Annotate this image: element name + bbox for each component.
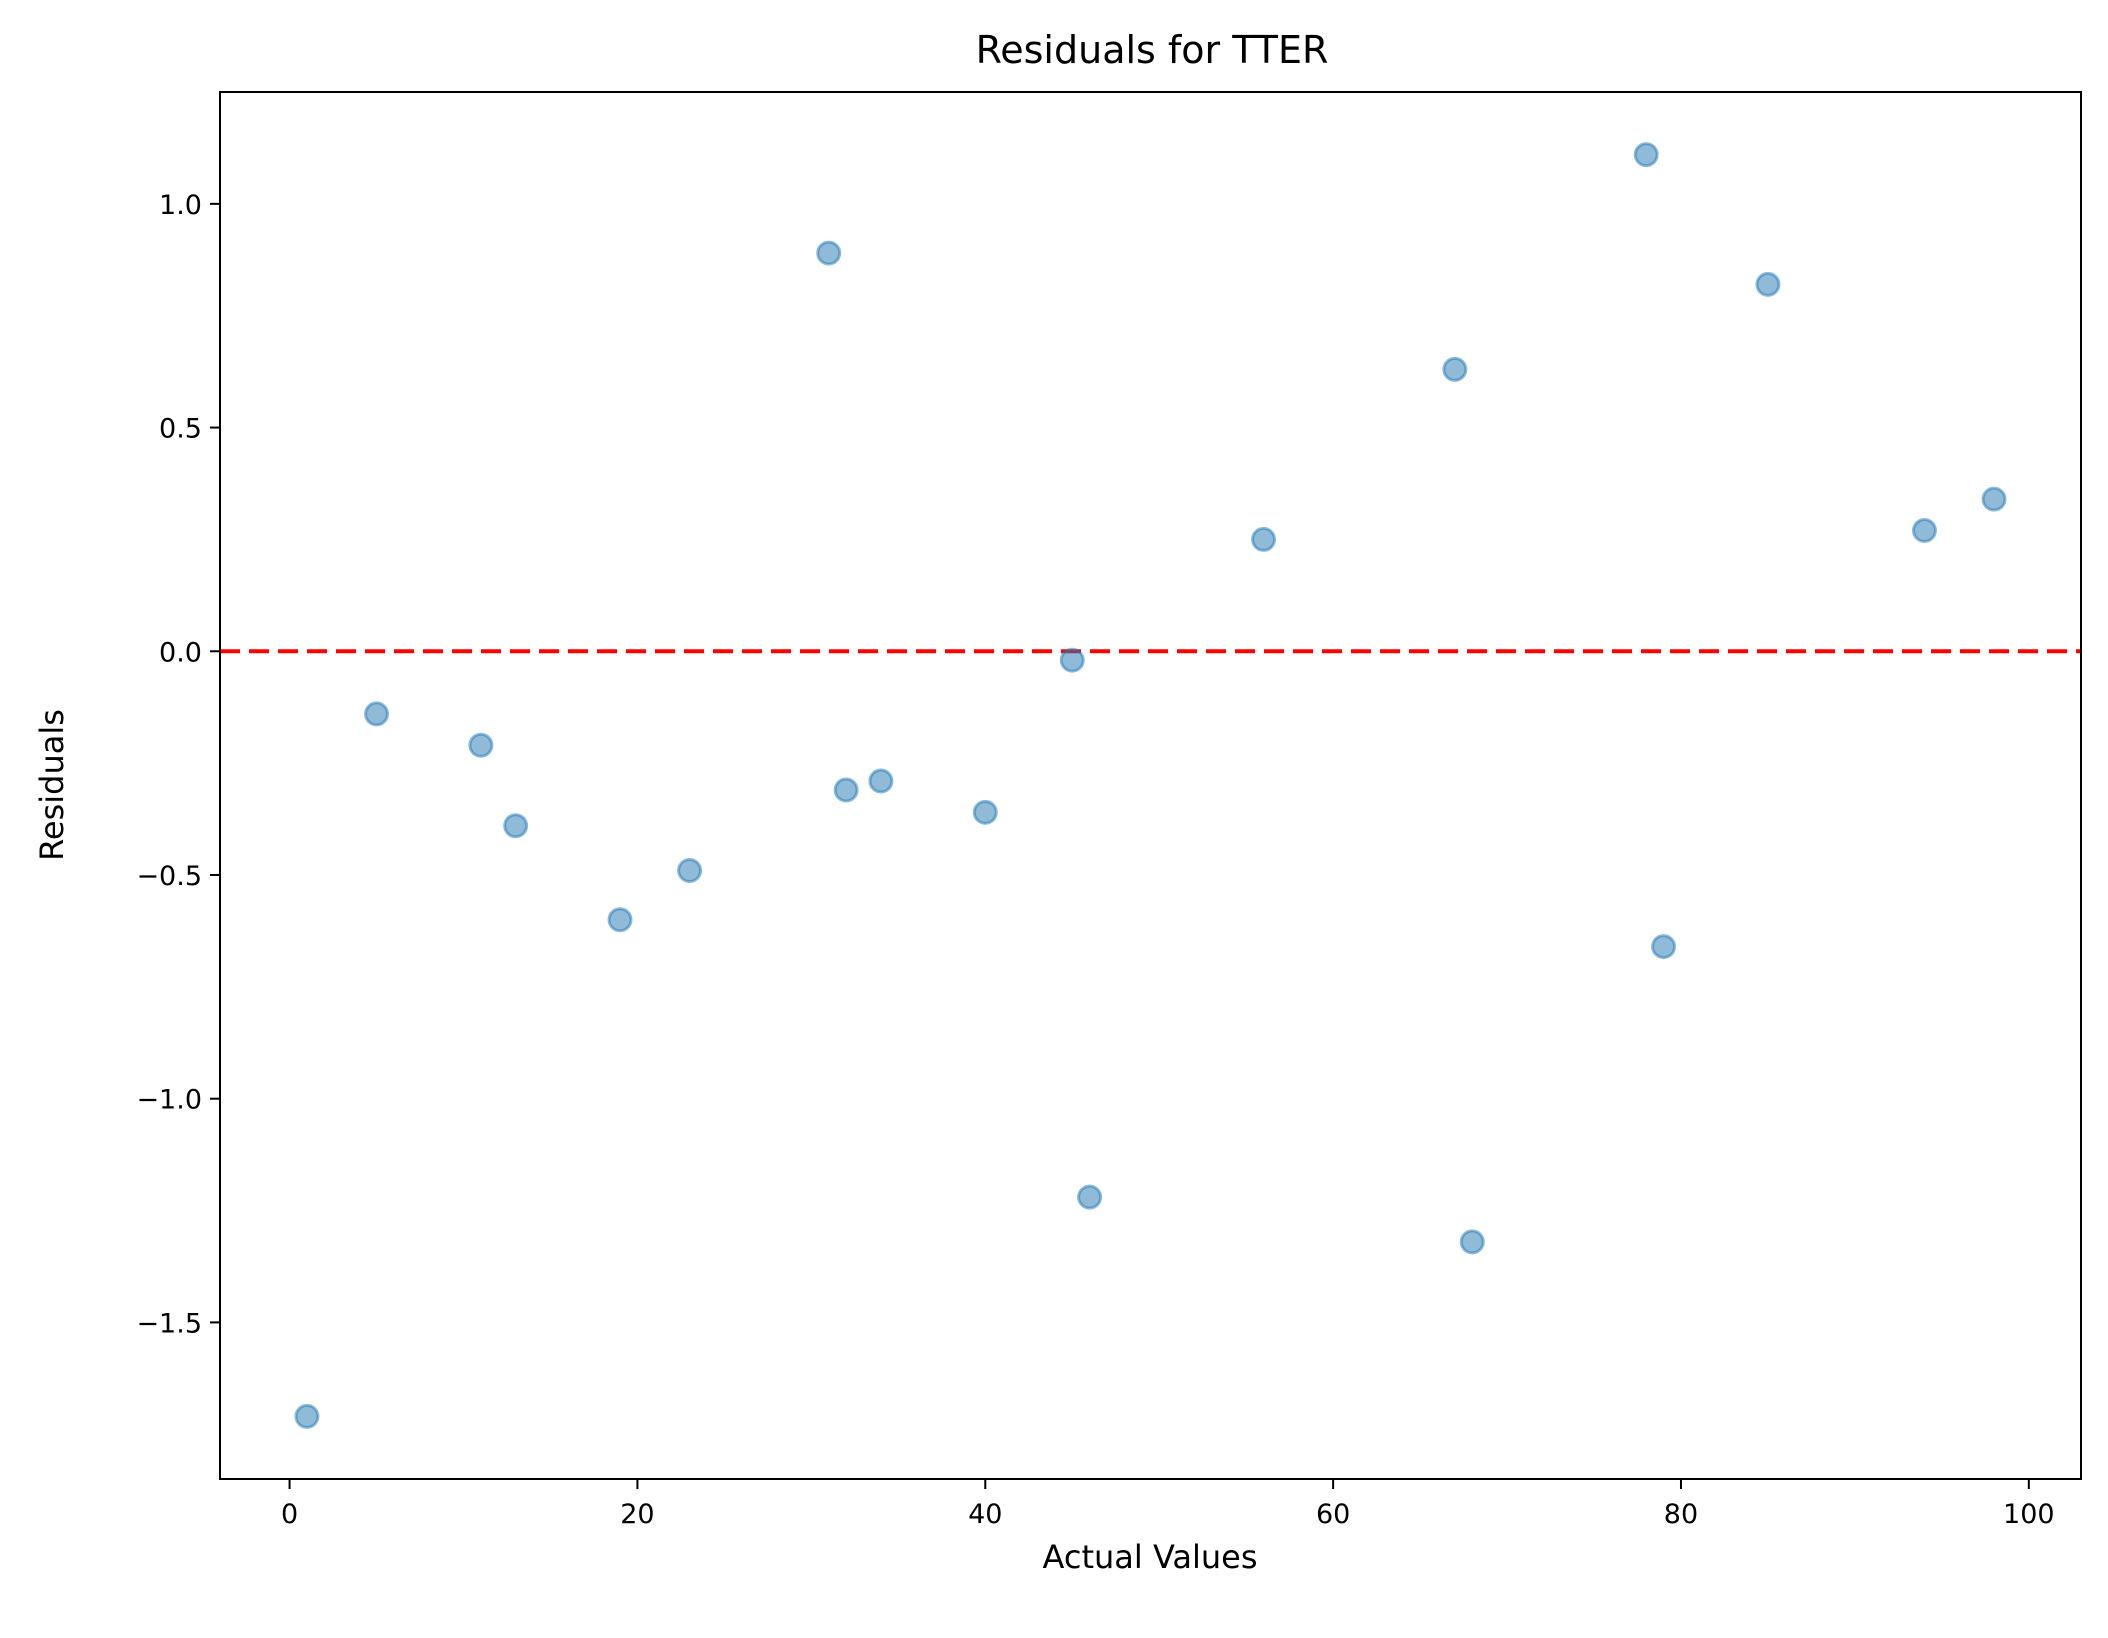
scatter-point [1251, 526, 1277, 552]
plot-frame [219, 91, 2082, 1480]
y-tick-label: −1.0 [136, 1085, 202, 1116]
x-tick-label: 0 [281, 1499, 298, 1530]
scatter-point [677, 858, 703, 884]
x-tick-label: 100 [2003, 1499, 2055, 1530]
scatter-point [607, 907, 633, 933]
scatter-point [1059, 647, 1085, 673]
scatter-point [972, 799, 998, 825]
y-tick-label: −1.5 [136, 1308, 202, 1339]
x-tick-label: 60 [1316, 1499, 1350, 1530]
scatter-point [1911, 517, 1937, 543]
scatter-point [364, 701, 390, 727]
scatter-point [1077, 1184, 1103, 1210]
x-axis-title: Actual Values [1043, 1538, 1258, 1576]
y-tick-label: 0.0 [159, 637, 202, 668]
scatter-point [1442, 356, 1468, 382]
scatter-point [468, 732, 494, 758]
x-tick-label: 40 [968, 1499, 1002, 1530]
scatter-point [1981, 486, 2007, 512]
chart-title: Residuals for TTER [976, 28, 1329, 72]
scatter-point [1459, 1229, 1485, 1255]
x-tick-label: 80 [1664, 1499, 1698, 1530]
scatter-point [833, 777, 859, 803]
scatter-point [294, 1403, 320, 1429]
scatter-point [1755, 271, 1781, 297]
y-tick-label: −0.5 [136, 861, 202, 892]
plot-area: 0 20 40 60 80 100 −1.5 −1.0 −0.5 0.0 0.5 1.0 [136, 142, 2081, 1530]
scatter-point [816, 240, 842, 266]
y-axis-title: Residuals [33, 709, 71, 861]
x-tick-label: 20 [620, 1499, 654, 1530]
scatter-point [503, 813, 529, 839]
scatter-point [1633, 142, 1659, 168]
scatter-point [868, 768, 894, 794]
y-tick-label: 1.0 [159, 190, 202, 221]
scatter-point [1651, 934, 1677, 960]
y-tick-label: 0.5 [159, 414, 202, 445]
